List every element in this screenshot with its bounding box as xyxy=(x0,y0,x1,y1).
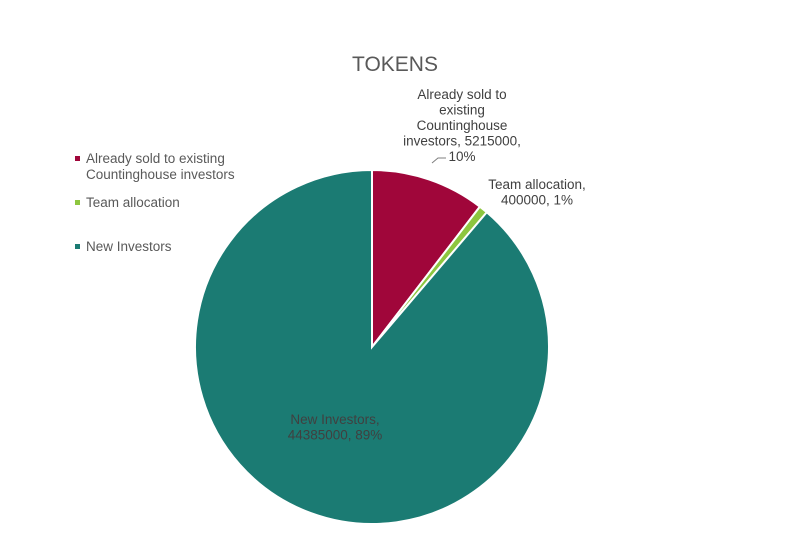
data-label-new-investors: New Investors, 44385000, 89% xyxy=(288,412,383,443)
pie-slice-new-investors xyxy=(194,168,550,525)
legend-marker-new-investors xyxy=(75,244,80,249)
leader-lines xyxy=(431,157,446,164)
chart-title: TOKENS xyxy=(352,53,438,76)
legend: Already sold to existing Countinghouse in… xyxy=(75,151,235,254)
legend-label-new-investors: New Investors xyxy=(86,239,172,254)
legend-label-already-sold: Already sold to existing Countinghouse in… xyxy=(86,151,235,182)
leader-line-already-sold xyxy=(431,157,446,164)
data-label-team-allocation: Team allocation, 400000, 1% xyxy=(488,177,586,208)
legend-marker-team-allocation xyxy=(75,200,80,205)
data-label-already-sold: Already sold to existing Countinghouse inve… xyxy=(403,87,521,164)
legend-marker-already-sold xyxy=(75,156,80,161)
legend-label-team-allocation: Team allocation xyxy=(86,195,180,210)
data-labels: Already sold to existing Countinghouse inve… xyxy=(288,87,586,443)
pie-slice-already-sold xyxy=(371,168,482,350)
pie-slices xyxy=(194,168,550,525)
